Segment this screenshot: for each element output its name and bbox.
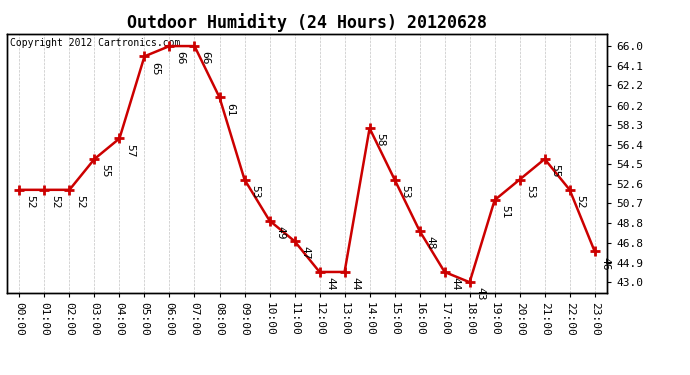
Text: 55: 55 [100, 164, 110, 178]
Text: 53: 53 [525, 185, 535, 198]
Text: 55: 55 [550, 164, 560, 178]
Text: 61: 61 [225, 103, 235, 116]
Text: 47: 47 [300, 246, 310, 260]
Text: 58: 58 [375, 134, 385, 147]
Text: 48: 48 [425, 236, 435, 249]
Text: 52: 52 [25, 195, 35, 208]
Title: Outdoor Humidity (24 Hours) 20120628: Outdoor Humidity (24 Hours) 20120628 [127, 13, 487, 32]
Text: 66: 66 [175, 51, 185, 65]
Text: 53: 53 [250, 185, 260, 198]
Text: 52: 52 [75, 195, 85, 208]
Text: 65: 65 [150, 62, 160, 75]
Text: 43: 43 [475, 287, 485, 301]
Text: 44: 44 [350, 277, 360, 291]
Text: 44: 44 [450, 277, 460, 291]
Text: 53: 53 [400, 185, 410, 198]
Text: 51: 51 [500, 205, 510, 219]
Text: 44: 44 [325, 277, 335, 291]
Text: 52: 52 [50, 195, 60, 208]
Text: 66: 66 [200, 51, 210, 65]
Text: Copyright 2012 Cartronics.com: Copyright 2012 Cartronics.com [10, 38, 180, 48]
Text: 46: 46 [600, 256, 610, 270]
Text: 49: 49 [275, 226, 285, 239]
Text: 57: 57 [125, 144, 135, 157]
Text: 52: 52 [575, 195, 585, 208]
